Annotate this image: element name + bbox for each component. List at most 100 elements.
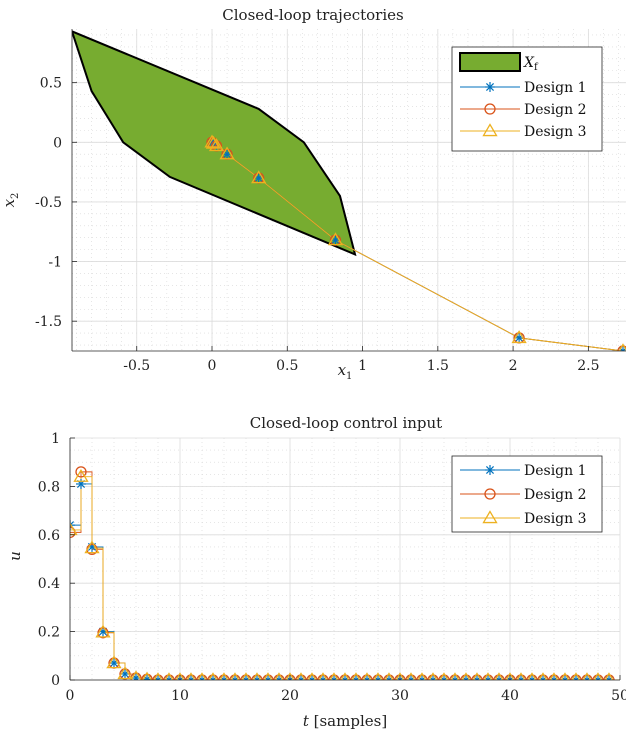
x-tick-label: 30	[391, 688, 409, 704]
trajectory-point-triangle	[219, 146, 235, 160]
trajectory-plot: -0.5 0 0.5 1 1.5 2 2.5 -1.5 -1 -0.5 0 0.5 Closed-lo…	[0, 6, 626, 382]
y-tick-label: 0.4	[38, 576, 60, 592]
control-point-triangle	[175, 672, 185, 680]
control-point-triangle	[351, 672, 361, 680]
legend-marker-asterisk	[485, 465, 495, 475]
control-point-triangle	[395, 672, 405, 680]
control-point-circle	[207, 674, 219, 680]
control-point-triangle	[582, 672, 592, 680]
legend-marker-triangle	[482, 510, 498, 524]
control-point-triangle	[230, 672, 240, 680]
x-tick-label: 1	[358, 358, 367, 374]
control-point-circle	[526, 674, 538, 680]
trajectory-series-group	[204, 134, 626, 351]
control-point-triangle	[186, 672, 196, 680]
control-point-triangle	[117, 666, 133, 680]
control-point-triangle	[106, 655, 122, 669]
control-point-triangle	[505, 672, 515, 680]
control-point-triangle	[274, 672, 284, 680]
control-point-circle	[515, 674, 527, 680]
control-point-triangle	[73, 468, 89, 482]
control-point-triangle	[329, 672, 339, 680]
control-point-triangle	[604, 672, 614, 680]
control-point-circle	[97, 627, 109, 639]
control-point-circle	[152, 674, 164, 680]
trajectory-point-triangle	[511, 330, 527, 344]
legend-label-triangle: Design 3	[524, 511, 587, 527]
control-point-triangle	[285, 672, 295, 680]
x-tick-label: 10	[171, 688, 189, 704]
x-tick-label: 40	[501, 688, 519, 704]
legend-marker-triangle	[482, 123, 498, 137]
y-tick-label: -0.5	[35, 195, 62, 211]
y-tick-label: 0	[53, 135, 62, 151]
control-point-circle	[493, 674, 505, 680]
control-point-circle	[262, 674, 274, 680]
trajectory-title: Closed-loop trajectories	[222, 6, 403, 24]
control-point-circle	[218, 674, 230, 680]
y-tick-label: -1	[48, 255, 62, 271]
x-tick-label: -0.5	[123, 358, 150, 374]
x-tick-label: 1.5	[427, 358, 449, 374]
control-point-triangle	[527, 672, 537, 680]
legend-marker-asterisk	[485, 82, 495, 92]
x-tick-label: 0.5	[276, 358, 298, 374]
control-point-triangle	[208, 672, 218, 680]
control-point-triangle	[538, 672, 548, 680]
control-point-triangle	[164, 672, 174, 680]
control-point-triangle	[252, 672, 262, 680]
control-point-circle	[383, 674, 395, 680]
control-point-triangle	[84, 540, 100, 554]
control-point-triangle	[450, 672, 460, 680]
control-point-circle	[427, 674, 439, 680]
trajectory-point-circle	[617, 345, 626, 351]
control-point-triangle	[439, 672, 449, 680]
control-point-triangle	[494, 672, 504, 680]
control-point-circle	[603, 674, 615, 680]
control-point-triangle	[296, 672, 306, 680]
x-tick-label: 20	[281, 688, 299, 704]
x-tick-label: 0	[66, 688, 75, 704]
control-point-triangle	[428, 672, 438, 680]
control-title: Closed-loop control input	[250, 414, 442, 432]
control-point-circle	[405, 674, 417, 680]
y-tick-label: 0	[51, 673, 60, 689]
control-point-triangle	[406, 672, 416, 680]
y-tick-label: 1	[51, 431, 60, 447]
y-tick-label: 0.6	[38, 528, 60, 544]
control-minor-grid	[70, 438, 620, 680]
control-point-circle	[240, 674, 252, 680]
control-point-triangle	[362, 672, 372, 680]
control-point-circle	[361, 674, 373, 680]
control-point-circle	[141, 673, 153, 680]
control-point-triangle	[153, 672, 163, 680]
control-point-circle	[460, 674, 472, 680]
x-tick-label: 2.5	[577, 358, 599, 374]
control-point-triangle	[417, 672, 427, 680]
legend-swatch-region	[459, 52, 521, 72]
trajectory-point-triangle	[327, 232, 344, 246]
control-point-triangle	[130, 670, 142, 680]
control-point-circle	[196, 674, 208, 680]
control-point-circle	[548, 674, 560, 680]
control-point-triangle	[340, 672, 350, 680]
trajectory-y-label: x2	[0, 193, 21, 208]
control-major-grid	[69, 437, 621, 681]
control-point-triangle	[560, 672, 570, 680]
legend-marker-circle	[484, 488, 496, 500]
control-point-circle	[75, 466, 87, 478]
control-point-triangle	[95, 624, 111, 638]
control-point-circle	[372, 674, 384, 680]
control-point-asterisk	[76, 478, 86, 489]
trajectory-point-triangle	[618, 343, 626, 351]
control-point-circle	[449, 674, 461, 680]
control-y-label: u	[6, 551, 24, 561]
control-point-circle	[537, 674, 549, 680]
control-point-circle	[559, 674, 571, 680]
control-point-triangle	[571, 672, 581, 680]
control-point-triangle	[516, 672, 526, 680]
control-point-triangle	[263, 672, 273, 680]
x-tick-label: 50	[611, 688, 626, 704]
